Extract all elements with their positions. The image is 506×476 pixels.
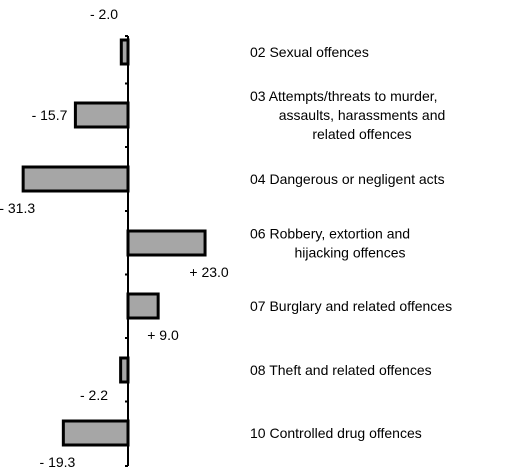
bar	[21, 165, 130, 193]
data-label: + 23.0	[189, 264, 229, 280]
data-label: - 31.3	[0, 200, 35, 216]
category-label-line: 06 Robbery, extortion and	[250, 226, 410, 242]
category-label-line: 04 Dangerous or negligent acts	[250, 171, 445, 187]
category-label: 07 Burglary and related offences	[250, 298, 452, 314]
category-label-line: assaults, harassments and	[279, 107, 446, 123]
category-label: 10 Controlled drug offences	[250, 425, 422, 441]
category-label-line: hijacking offences	[294, 245, 405, 261]
category-label-line: 02 Sexual offences	[250, 44, 369, 60]
bar	[119, 356, 130, 384]
data-label: + 9.0	[147, 327, 179, 343]
category-label: 08 Theft and related offences	[250, 362, 432, 378]
category-label: 06 Robbery, extortion and hijacking offen…	[250, 226, 410, 261]
category-label: 02 Sexual offences	[250, 44, 369, 60]
data-label: - 15.7	[32, 107, 68, 123]
category-label: 04 Dangerous or negligent acts	[250, 171, 445, 187]
bars-layer	[21, 38, 207, 447]
category-labels-layer: 02 Sexual offences 03 Attempts/threats to…	[250, 44, 452, 441]
bar	[126, 292, 160, 320]
data-label: - 19.3	[40, 454, 76, 470]
data-label: - 2.0	[90, 6, 118, 22]
category-label-line: 07 Burglary and related offences	[250, 298, 452, 314]
category-label-line: 08 Theft and related offences	[250, 362, 432, 378]
category-label: 03 Attempts/threats to murder, assaults, …	[250, 88, 445, 142]
value-labels-layer: - 2.0 - 15.7 - 31.3 + 23.0 + 9.0 - 2.2 - 19.3	[0, 6, 229, 470]
data-label: - 2.2	[80, 387, 108, 403]
bar	[61, 419, 130, 447]
bar	[73, 101, 130, 129]
bar	[126, 229, 207, 257]
category-label-line: related offences	[312, 126, 411, 142]
category-label-line: 10 Controlled drug offences	[250, 425, 422, 441]
category-label-line: 03 Attempts/threats to murder,	[250, 88, 438, 104]
bar	[119, 38, 130, 66]
